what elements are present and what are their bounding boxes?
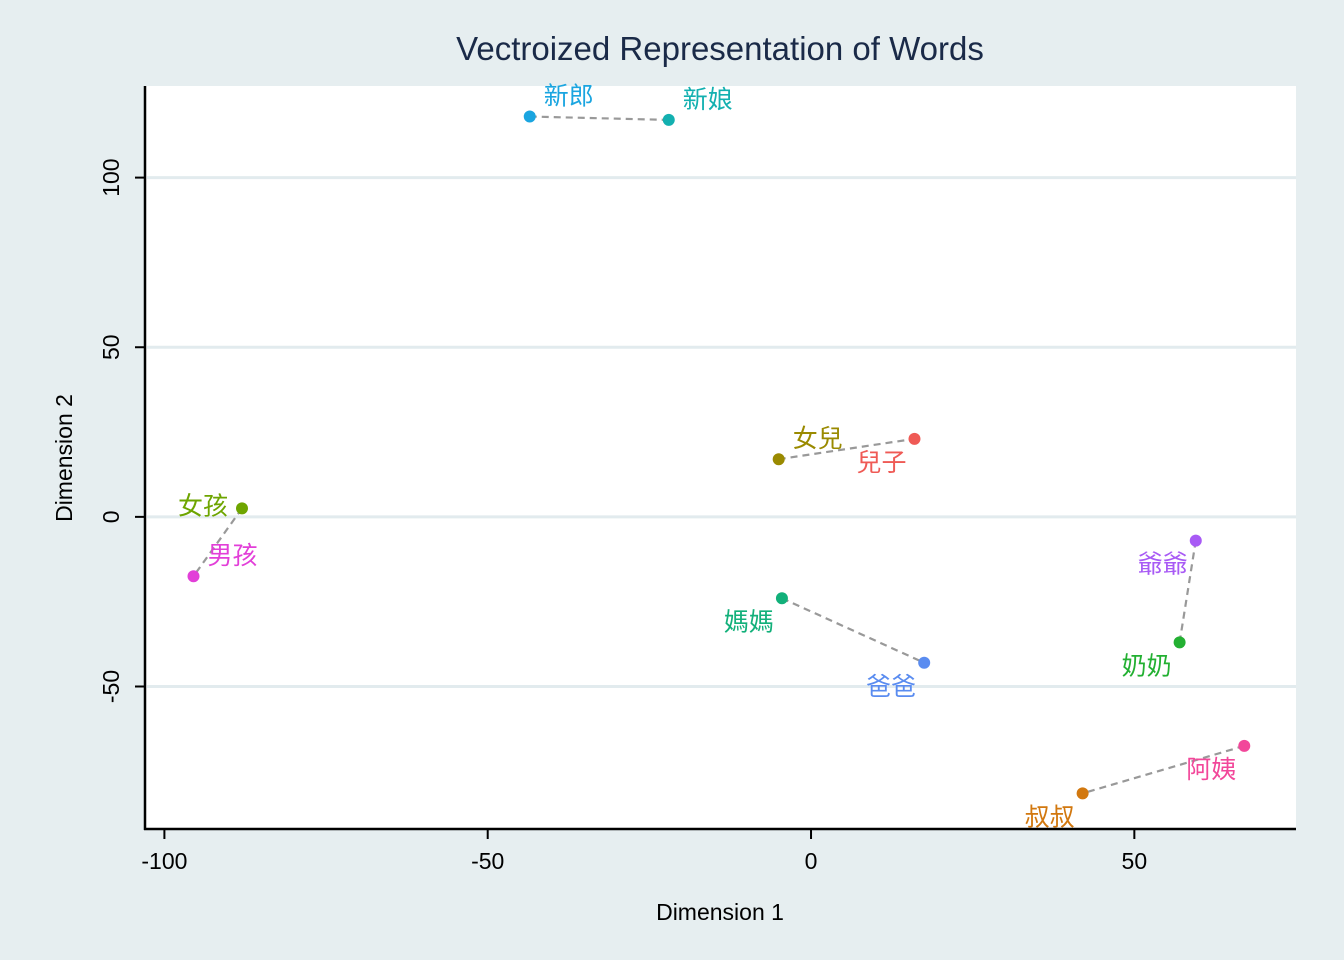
point-label: 女兒 xyxy=(793,424,843,453)
point-label: 男孩 xyxy=(207,541,257,570)
point-label: 兒子 xyxy=(856,448,906,477)
plot-area xyxy=(145,86,1296,829)
data-points xyxy=(187,110,1251,800)
point-label: 爸爸 xyxy=(866,672,916,701)
point-label: 媽媽 xyxy=(724,607,774,636)
pair-connectors xyxy=(192,115,1245,795)
tick-labels: -50 0 50 100 -100 -50 0 50 xyxy=(98,158,1147,874)
x-tick-label: -50 xyxy=(471,848,504,874)
data-point xyxy=(1076,787,1089,800)
y-axis-label: Dimension 2 xyxy=(51,394,77,522)
data-point xyxy=(772,453,785,466)
y-tick-label: 0 xyxy=(98,510,124,523)
data-point xyxy=(235,502,248,515)
x-tick-label: -100 xyxy=(141,848,187,874)
x-tick-label: 0 xyxy=(805,848,818,874)
data-point xyxy=(1238,739,1251,752)
data-point xyxy=(908,432,921,445)
pair-connector xyxy=(1082,744,1245,795)
y-tick-label: 50 xyxy=(98,334,124,360)
point-label: 爺爺 xyxy=(1138,550,1188,579)
gridlines xyxy=(147,176,1296,689)
pair-connector xyxy=(778,437,915,461)
pair-connector xyxy=(192,507,243,577)
data-point xyxy=(523,110,536,123)
axes xyxy=(135,86,1296,839)
chart-title: Vectroized Representation of Words xyxy=(456,30,984,67)
data-point xyxy=(918,656,931,669)
data-point xyxy=(775,592,788,605)
data-point xyxy=(187,570,200,583)
point-label: 新娘 xyxy=(683,85,733,114)
point-label: 女孩 xyxy=(178,491,228,520)
x-axis-label: Dimension 1 xyxy=(656,899,784,925)
data-point xyxy=(1173,636,1186,649)
point-label: 阿姨 xyxy=(1186,755,1236,784)
point-label: 叔叔 xyxy=(1025,802,1075,831)
point-label: 奶奶 xyxy=(1122,651,1172,680)
data-point xyxy=(662,113,675,126)
point-label: 新郎 xyxy=(544,82,594,111)
y-tick-label: 100 xyxy=(98,158,124,196)
pair-connector xyxy=(781,597,925,664)
data-point xyxy=(1189,534,1202,547)
x-tick-label: 50 xyxy=(1122,848,1148,874)
pair-connector xyxy=(1178,540,1197,643)
y-tick-label: -50 xyxy=(98,670,124,703)
